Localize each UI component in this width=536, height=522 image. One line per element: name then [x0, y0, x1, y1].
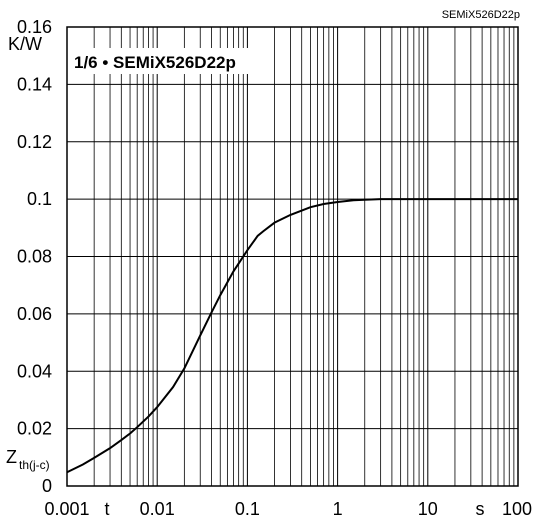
grid-lines	[66, 26, 518, 487]
chart-title: 1/6 • SEMiX526D22p	[74, 53, 236, 72]
x-tick-label: 1	[333, 499, 343, 519]
x-tick-label: 0.1	[235, 499, 260, 519]
x-tick-label: 0.001	[44, 499, 89, 519]
x-axis-label: t	[104, 499, 109, 519]
y-tick-label: 0.12	[17, 132, 52, 152]
y-tick-label: 0.1	[27, 189, 52, 209]
x-unit: s	[476, 499, 485, 519]
plot-frame	[66, 26, 519, 487]
y-tick-label: 0.04	[17, 361, 52, 381]
y-tick-label: 0.16	[17, 17, 52, 37]
x-tick-label: 10	[418, 499, 438, 519]
x-tick-label: 0.01	[140, 499, 175, 519]
y-tick-label: 0.06	[17, 304, 52, 324]
x-tick-labels: 0.001 0.01 0.1 1 10 100	[44, 499, 532, 519]
y-axis-label-sub: th(j-c)	[19, 458, 50, 472]
y-unit: K/W	[8, 34, 42, 54]
y-tick-label: 0.08	[17, 247, 52, 267]
title-background	[70, 48, 270, 74]
y-tick-labels: 0 0.02 0.04 0.06 0.08 0.1 0.12 0.14 0.16	[17, 17, 52, 496]
y-tick-label: 0.14	[17, 74, 52, 94]
y-tick-label: 0	[42, 476, 52, 496]
x-tick-label: 100	[502, 499, 532, 519]
part-number: SEMiX526D22p	[442, 9, 520, 21]
y-tick-label: 0.02	[17, 419, 52, 439]
y-axis-label-main: Z	[6, 447, 17, 467]
zth-curve	[66, 198, 518, 474]
